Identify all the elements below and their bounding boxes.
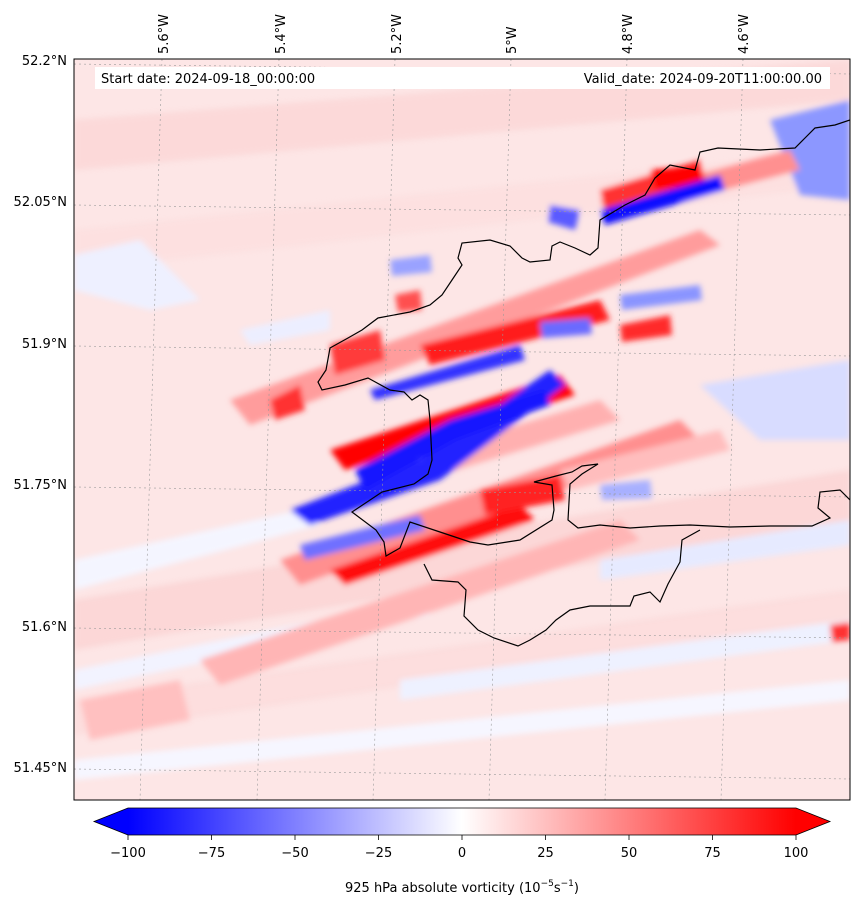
- colorbar-tick-label: 100: [784, 846, 809, 861]
- colorbar-max-extend: [796, 808, 830, 835]
- colorbar: −100 −75 −50 −25 0 25 50 75 100 925 hPa …: [92, 807, 832, 896]
- lon-tick-label: 5.2°W: [390, 14, 405, 54]
- valid-date-label: Valid_date: 2024-09-20T11:00:00.00: [584, 72, 822, 87]
- map-frame: [73, 58, 851, 801]
- start-date-label: Start date: 2024-09-18_00:00:00: [101, 72, 315, 87]
- lon-tick-label: 5°W: [505, 26, 520, 54]
- colorbar-tick-label: 0: [458, 846, 466, 861]
- lon-tick-label: 5.4°W: [274, 14, 289, 54]
- longitude-ticks: 5.6°W 5.4°W 5.2°W 5°W 4.8°W 4.6°W: [157, 14, 752, 54]
- colorbar-label: 925 hPa absolute vorticity (10−5s−1): [345, 879, 579, 896]
- map-panel: Start date: 2024-09-18_00:00:00 Valid_da…: [73, 58, 851, 801]
- info-box: [95, 67, 830, 89]
- colorbar-tick-label: 50: [621, 846, 638, 861]
- lat-tick-label: 51.45°N: [14, 761, 67, 776]
- colorbar-min-extend: [94, 808, 128, 835]
- lat-tick-label: 52.2°N: [22, 54, 67, 69]
- colorbar-tick-label: 75: [704, 846, 721, 861]
- lon-tick-label: 5.6°W: [157, 14, 172, 54]
- lat-tick-label: 52.05°N: [14, 195, 67, 210]
- colorbar-tick-label: 25: [537, 846, 554, 861]
- lat-tick-label: 51.75°N: [14, 478, 67, 493]
- lon-tick-label: 4.8°W: [621, 14, 636, 54]
- colorbar-tick-label: −75: [198, 846, 225, 861]
- lon-tick-label: 4.6°W: [737, 14, 752, 54]
- colorbar-gradient: [128, 808, 796, 835]
- vorticity-field: [74, 60, 850, 780]
- colorbar-tick-label: −100: [110, 846, 146, 861]
- lat-tick-label: 51.9°N: [22, 337, 67, 352]
- colorbar-tick-label: −25: [365, 846, 392, 861]
- colorbar-tick-label: −50: [281, 846, 308, 861]
- coastline: [317, 119, 850, 647]
- latitude-ticks: 52.2°N 52.05°N 51.9°N 51.75°N 51.6°N 51.…: [14, 54, 67, 776]
- lat-tick-label: 51.6°N: [22, 620, 67, 635]
